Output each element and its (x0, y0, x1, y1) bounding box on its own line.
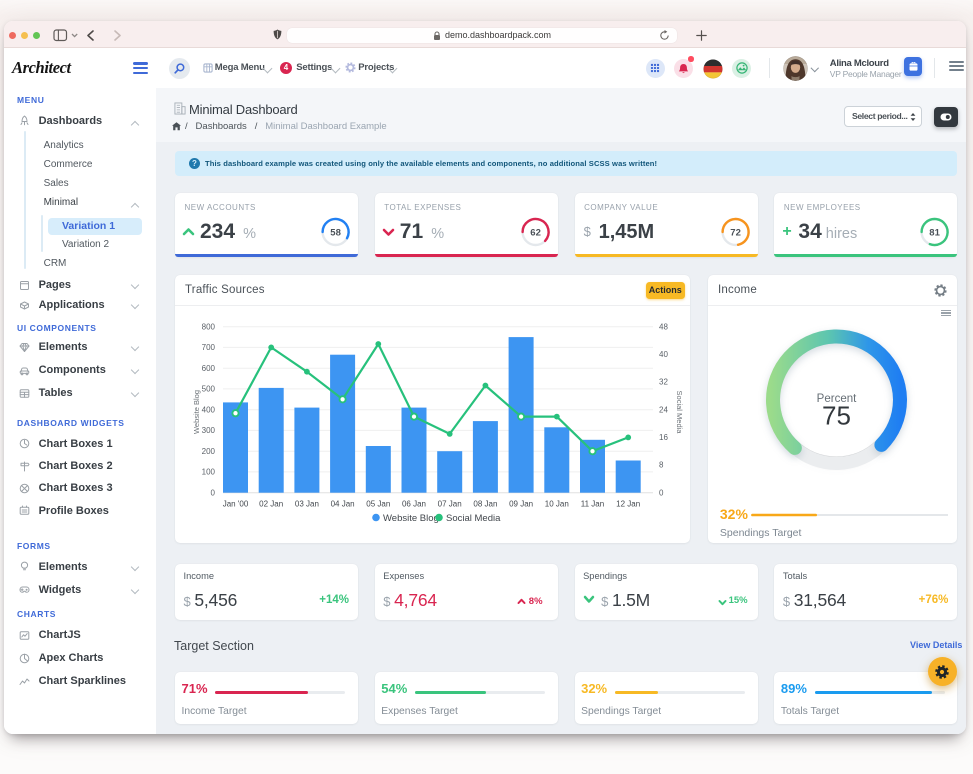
svg-text:300: 300 (202, 426, 216, 435)
svg-text:100: 100 (202, 468, 216, 477)
svg-text:800: 800 (202, 322, 216, 331)
svg-text:58: 58 (330, 227, 341, 238)
svg-text:0: 0 (211, 488, 216, 497)
svg-text:Website Blog: Website Blog (192, 390, 201, 434)
svg-text:Social Media: Social Media (675, 391, 684, 435)
svg-text:09 Jan: 09 Jan (509, 500, 533, 509)
svg-text:62: 62 (530, 227, 541, 238)
svg-text:Percent: Percent (817, 393, 857, 405)
svg-text:81: 81 (930, 227, 941, 238)
svg-text:40: 40 (659, 350, 668, 359)
svg-text:72: 72 (730, 227, 741, 238)
svg-text:10 Jan: 10 Jan (545, 500, 569, 509)
svg-text:07 Jan: 07 Jan (438, 500, 462, 509)
svg-text:400: 400 (202, 405, 216, 414)
svg-text:8: 8 (659, 461, 664, 470)
svg-text:12 Jan: 12 Jan (616, 500, 640, 509)
svg-text:02 Jan: 02 Jan (259, 500, 283, 509)
svg-text:Jan '00: Jan '00 (223, 500, 249, 509)
svg-text:200: 200 (202, 447, 216, 456)
svg-text:600: 600 (202, 364, 216, 373)
svg-text:24: 24 (659, 405, 668, 414)
svg-text:11 Jan: 11 Jan (581, 500, 604, 509)
svg-text:Website Blog: Website Blog (383, 513, 439, 524)
svg-text:03 Jan: 03 Jan (295, 500, 319, 509)
svg-text:08 Jan: 08 Jan (473, 500, 497, 509)
svg-text:04 Jan: 04 Jan (331, 500, 355, 509)
svg-text:0: 0 (659, 488, 664, 497)
svg-text:75: 75 (822, 401, 851, 431)
svg-text:48: 48 (659, 322, 668, 331)
svg-text:05 Jan: 05 Jan (366, 500, 390, 509)
svg-text:16: 16 (659, 433, 668, 442)
svg-text:700: 700 (202, 343, 216, 352)
svg-text:32: 32 (659, 378, 668, 387)
svg-text:06 Jan: 06 Jan (402, 500, 426, 509)
svg-text:Social Media: Social Media (446, 513, 501, 524)
svg-text:500: 500 (202, 385, 216, 394)
